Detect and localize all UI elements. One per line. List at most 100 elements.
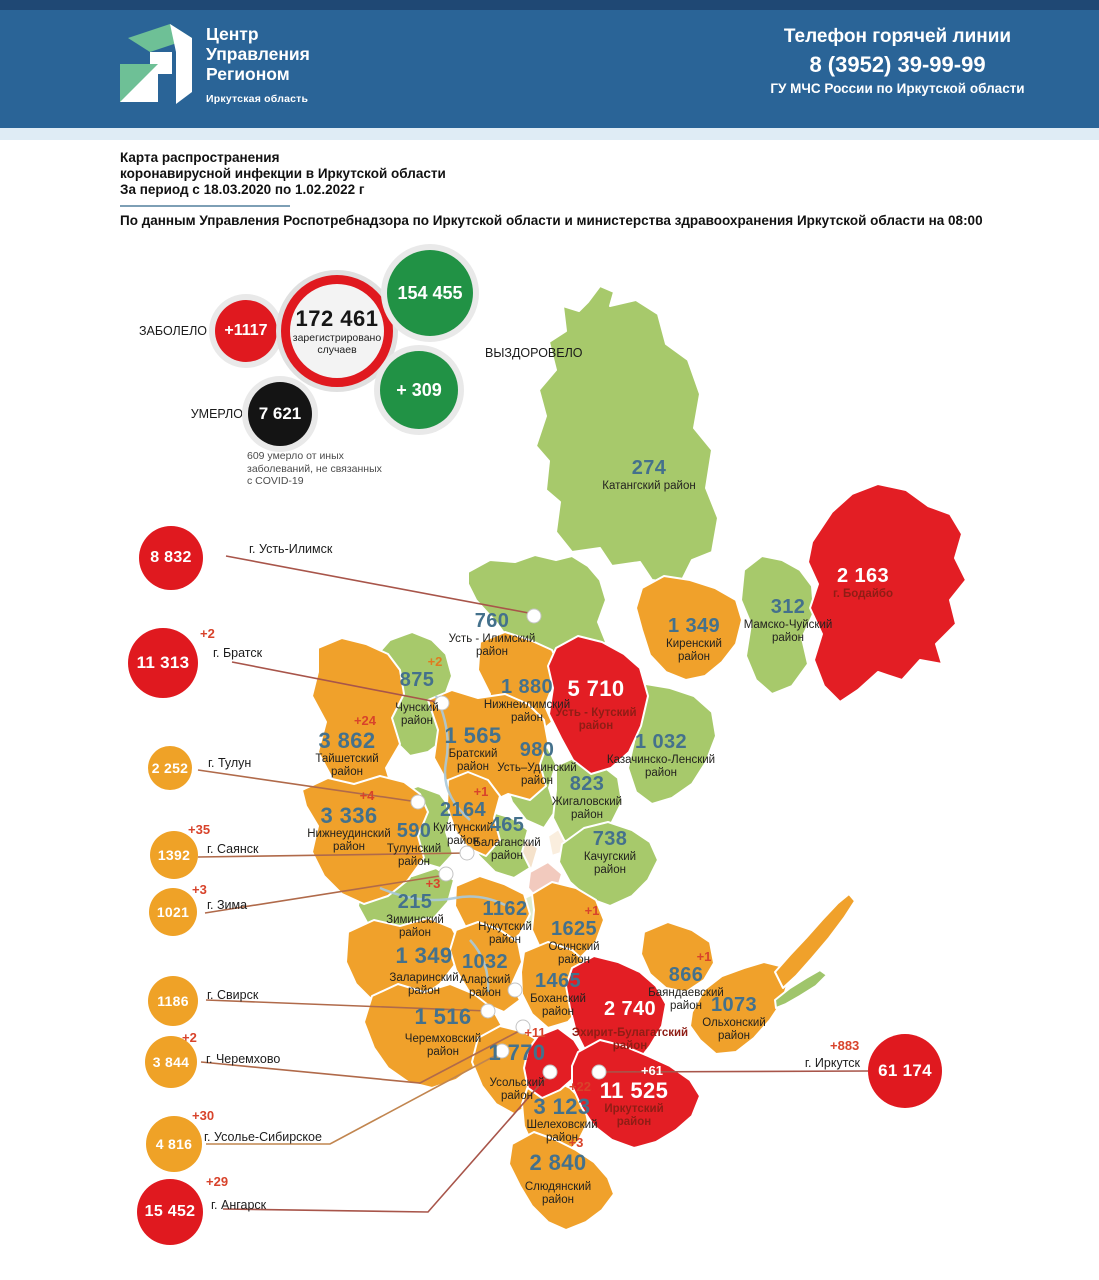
district-name: Слюдянский bbox=[524, 1181, 592, 1193]
city-circle-zima: 1021 bbox=[149, 888, 197, 936]
district-label-ust-udinsky: 980 Усть–Удинский район bbox=[497, 739, 576, 787]
district-label-shelekhovsky: +22 3 123 Шелеховский район bbox=[526, 1080, 597, 1144]
city-delta-bratsk: +2 bbox=[200, 626, 215, 641]
leader-svirsk bbox=[205, 999, 489, 1012]
map-title: Карта распространения коронавирусной инф… bbox=[120, 150, 446, 207]
district-name: район bbox=[457, 760, 489, 773]
district-delta: +22 bbox=[568, 1079, 592, 1094]
district-value: 1 770 bbox=[488, 1040, 546, 1065]
district-delta: +1 bbox=[473, 784, 489, 799]
district-delta: +1 bbox=[584, 903, 600, 918]
city-value: 15 452 bbox=[144, 1203, 196, 1220]
district-name: Ольхонский bbox=[702, 1017, 766, 1029]
logo-region: Иркутская область bbox=[206, 93, 309, 105]
recovered-value: 154 455 bbox=[397, 282, 463, 303]
logo-line-3: Регионом bbox=[206, 64, 290, 84]
title-line-1: Карта распространения bbox=[120, 150, 280, 165]
hotline-phone: 8 (3952) 39-99-99 bbox=[809, 52, 986, 77]
district-name: Нукутский bbox=[478, 921, 532, 933]
district-delta: +61 bbox=[640, 1063, 664, 1078]
city-value: 8 832 bbox=[150, 549, 192, 566]
title-line-3: За период с 18.03.2020 по 1.02.2022 г bbox=[120, 182, 365, 197]
district-label-zhigalovsky: 823 Жигаловский район bbox=[552, 773, 622, 821]
city-circle-bratsk: 11 313 bbox=[128, 628, 198, 698]
district-name: район bbox=[670, 999, 702, 1012]
city-circle-svirsk: 1186 bbox=[148, 976, 198, 1026]
district-name: район bbox=[476, 645, 508, 658]
district-label-tulunsky: 590 Тулунский район bbox=[387, 820, 441, 868]
district-value: 590 bbox=[396, 820, 432, 842]
district-value: 1073 bbox=[710, 994, 758, 1016]
district-bodaibo-shape bbox=[807, 483, 967, 703]
district-name: Заларинский bbox=[389, 972, 459, 984]
city-value: 2 252 bbox=[151, 760, 189, 776]
district-name: район bbox=[718, 1029, 750, 1042]
district-label-kirensky: 1 349 Киренский район bbox=[666, 615, 722, 663]
district-label-bodaibo: 2 163 г. Бодайбо bbox=[833, 565, 893, 601]
logo-line-1: Центр bbox=[206, 24, 259, 44]
district-name: Усть - Илимский bbox=[448, 633, 536, 645]
city-value: 1021 bbox=[156, 904, 190, 920]
city-value: 61 174 bbox=[878, 1061, 932, 1080]
city-delta-angarsk: +29 bbox=[206, 1174, 229, 1189]
district-kuitunsky-shape bbox=[446, 771, 501, 857]
district-label-ust-ilimsky: 760 Усть - Илимский район bbox=[449, 610, 536, 658]
district-name: Боханский bbox=[530, 993, 586, 1005]
district-label-katangsky: 274 Катангский район bbox=[602, 457, 695, 493]
cur-cube-logo-icon bbox=[120, 24, 192, 104]
city-value: 3 844 bbox=[152, 1054, 190, 1070]
city-circle-sayansk: 1392 bbox=[150, 831, 198, 879]
angarsk-territory-shape bbox=[523, 1027, 585, 1099]
district-name: район bbox=[571, 808, 603, 821]
district-value: 312 bbox=[770, 596, 806, 618]
leader-usolye bbox=[206, 1051, 503, 1145]
leader-angarsk bbox=[222, 1072, 551, 1213]
district-label-nizhneilimsky: 1 880 Нижнеилимский район bbox=[484, 676, 570, 724]
district-value: 1 880 bbox=[500, 676, 554, 698]
city-label-cheremkhovo: г. Черемхово bbox=[206, 1052, 281, 1066]
district-value: 1465 bbox=[534, 970, 582, 992]
hotline-org: ГУ МЧС России по Иркутской области bbox=[770, 81, 1025, 96]
district-name: Тайшетский bbox=[315, 753, 379, 765]
district-name: Аларский bbox=[459, 974, 511, 986]
district-value: 3 862 bbox=[318, 728, 376, 753]
header-bottom-stripe bbox=[0, 128, 1099, 140]
district-value: 823 bbox=[569, 773, 605, 795]
district-value: 2 740 bbox=[603, 998, 657, 1020]
district-value: 1625 bbox=[550, 918, 598, 940]
district-value: 1 565 bbox=[444, 723, 502, 748]
city-label-angarsk: г. Ангарск bbox=[211, 1198, 267, 1212]
dot-irkutsk bbox=[591, 1064, 607, 1080]
river-angara-north bbox=[434, 695, 471, 821]
district-label-kuitunsky: +1 2164 Куйтунский район bbox=[433, 785, 493, 847]
city-label-zima: г. Зима bbox=[207, 898, 248, 912]
title-line-2: коронавирусной инфекции в Иркутской обла… bbox=[120, 166, 446, 181]
city-delta-usolye: +30 bbox=[192, 1108, 215, 1123]
district-name: район bbox=[558, 953, 590, 966]
district-value: 866 bbox=[668, 964, 704, 986]
leader-ust-ilimsk bbox=[225, 555, 535, 615]
city-label-sayansk: г. Саянск bbox=[207, 842, 259, 856]
district-name: район bbox=[427, 1045, 459, 1058]
district-name: район bbox=[398, 855, 430, 868]
district-value: 1032 bbox=[461, 951, 509, 973]
dot-sayansk bbox=[459, 845, 475, 861]
city-delta-irkutsk: +883 bbox=[830, 1038, 860, 1053]
dot-tulun bbox=[410, 794, 426, 810]
district-name: Качугский bbox=[583, 851, 637, 863]
district-label-nizhneudinsky: +4 3 336 Нижнеудинский район bbox=[307, 789, 391, 853]
district-name: Катангский район bbox=[602, 480, 696, 492]
district-name: г. Бодайбо bbox=[832, 588, 894, 600]
district-name: Черемховский bbox=[404, 1033, 482, 1045]
district-label-mamsko-chuysky: 312 Мамско-Чуйский район bbox=[744, 596, 833, 644]
district-name: район bbox=[491, 849, 523, 862]
city-delta-sayansk: +35 bbox=[188, 822, 211, 837]
district-name: район bbox=[772, 631, 804, 644]
district-label-osinsky: +1 1625 Осинский район bbox=[548, 904, 599, 966]
leader-sayansk bbox=[197, 852, 468, 858]
district-delta: +11 bbox=[524, 1025, 546, 1040]
district-value: 760 bbox=[474, 610, 510, 632]
olkhon-island-shape bbox=[774, 969, 828, 1009]
sick-label: ЗАБОЛЕЛО bbox=[139, 324, 207, 338]
